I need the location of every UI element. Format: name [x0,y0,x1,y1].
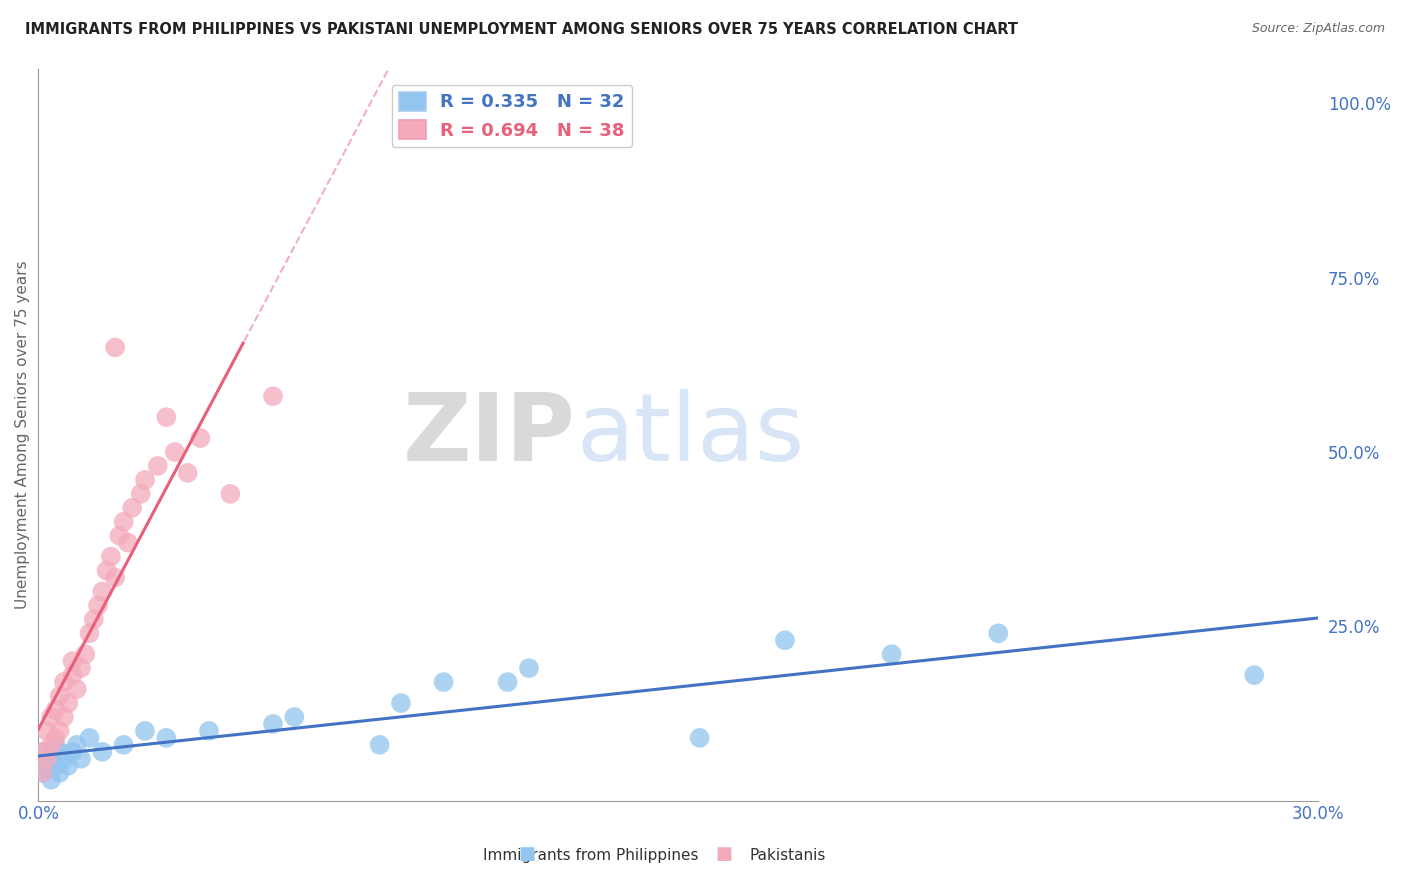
Point [112,515,135,529]
Point [389,696,412,710]
Point [35,723,58,738]
Point [52,710,75,724]
Text: Pakistanis: Pakistanis [749,848,825,863]
Point [39,772,62,787]
Point [155,731,177,745]
Point [129,487,152,501]
Point [31,745,53,759]
Point [44,703,66,717]
Point [31,765,53,780]
Point [70,661,93,675]
Point [104,340,127,354]
Text: atlas: atlas [576,389,804,481]
Point [104,570,127,584]
Point [31,745,53,759]
Point [163,445,186,459]
Point [91,584,114,599]
Text: ■: ■ [716,845,733,863]
Point [48,765,70,780]
Point [83,612,105,626]
Point [75,647,97,661]
Point [39,710,62,724]
Point [52,752,75,766]
Legend: R = 0.335   N = 32, R = 0.694   N = 38: R = 0.335 N = 32, R = 0.694 N = 38 [392,85,633,147]
Point [35,752,58,766]
Point [134,723,156,738]
Point [87,599,110,613]
Point [35,758,58,772]
Y-axis label: Unemployment Among Seniors over 75 years: Unemployment Among Seniors over 75 years [15,260,30,609]
Point [880,647,903,661]
Point [62,668,84,682]
Point [79,626,101,640]
Point [987,626,1010,640]
Point [70,752,93,766]
Point [66,681,89,696]
Point [48,745,70,759]
Point [91,745,114,759]
Text: Immigrants from Philippines: Immigrants from Philippines [482,848,699,863]
Point [517,661,540,675]
Point [262,717,284,731]
Point [134,473,156,487]
Point [79,731,101,745]
Point [155,410,177,425]
Point [108,529,131,543]
Point [176,466,198,480]
Point [121,500,143,515]
Point [262,389,284,403]
Point [96,564,118,578]
Point [39,738,62,752]
Point [112,738,135,752]
Point [62,745,84,759]
Point [190,431,212,445]
Point [100,549,122,564]
Text: ZIP: ZIP [404,389,576,481]
Point [39,752,62,766]
Point [58,696,80,710]
Text: ■: ■ [519,845,536,863]
Point [48,689,70,703]
Point [48,723,70,738]
Point [62,654,84,668]
Point [283,710,305,724]
Point [773,633,796,648]
Point [52,675,75,690]
Point [219,487,242,501]
Point [1243,668,1265,682]
Point [44,731,66,745]
Point [496,675,519,690]
Point [44,758,66,772]
Point [58,758,80,772]
Text: Source: ZipAtlas.com: Source: ZipAtlas.com [1251,22,1385,36]
Point [117,535,139,549]
Point [198,723,221,738]
Point [433,675,456,690]
Point [368,738,391,752]
Point [689,731,711,745]
Text: IMMIGRANTS FROM PHILIPPINES VS PAKISTANI UNEMPLOYMENT AMONG SENIORS OVER 75 YEAR: IMMIGRANTS FROM PHILIPPINES VS PAKISTANI… [25,22,1018,37]
Point [31,765,53,780]
Point [66,738,89,752]
Point [146,458,169,473]
Point [44,738,66,752]
